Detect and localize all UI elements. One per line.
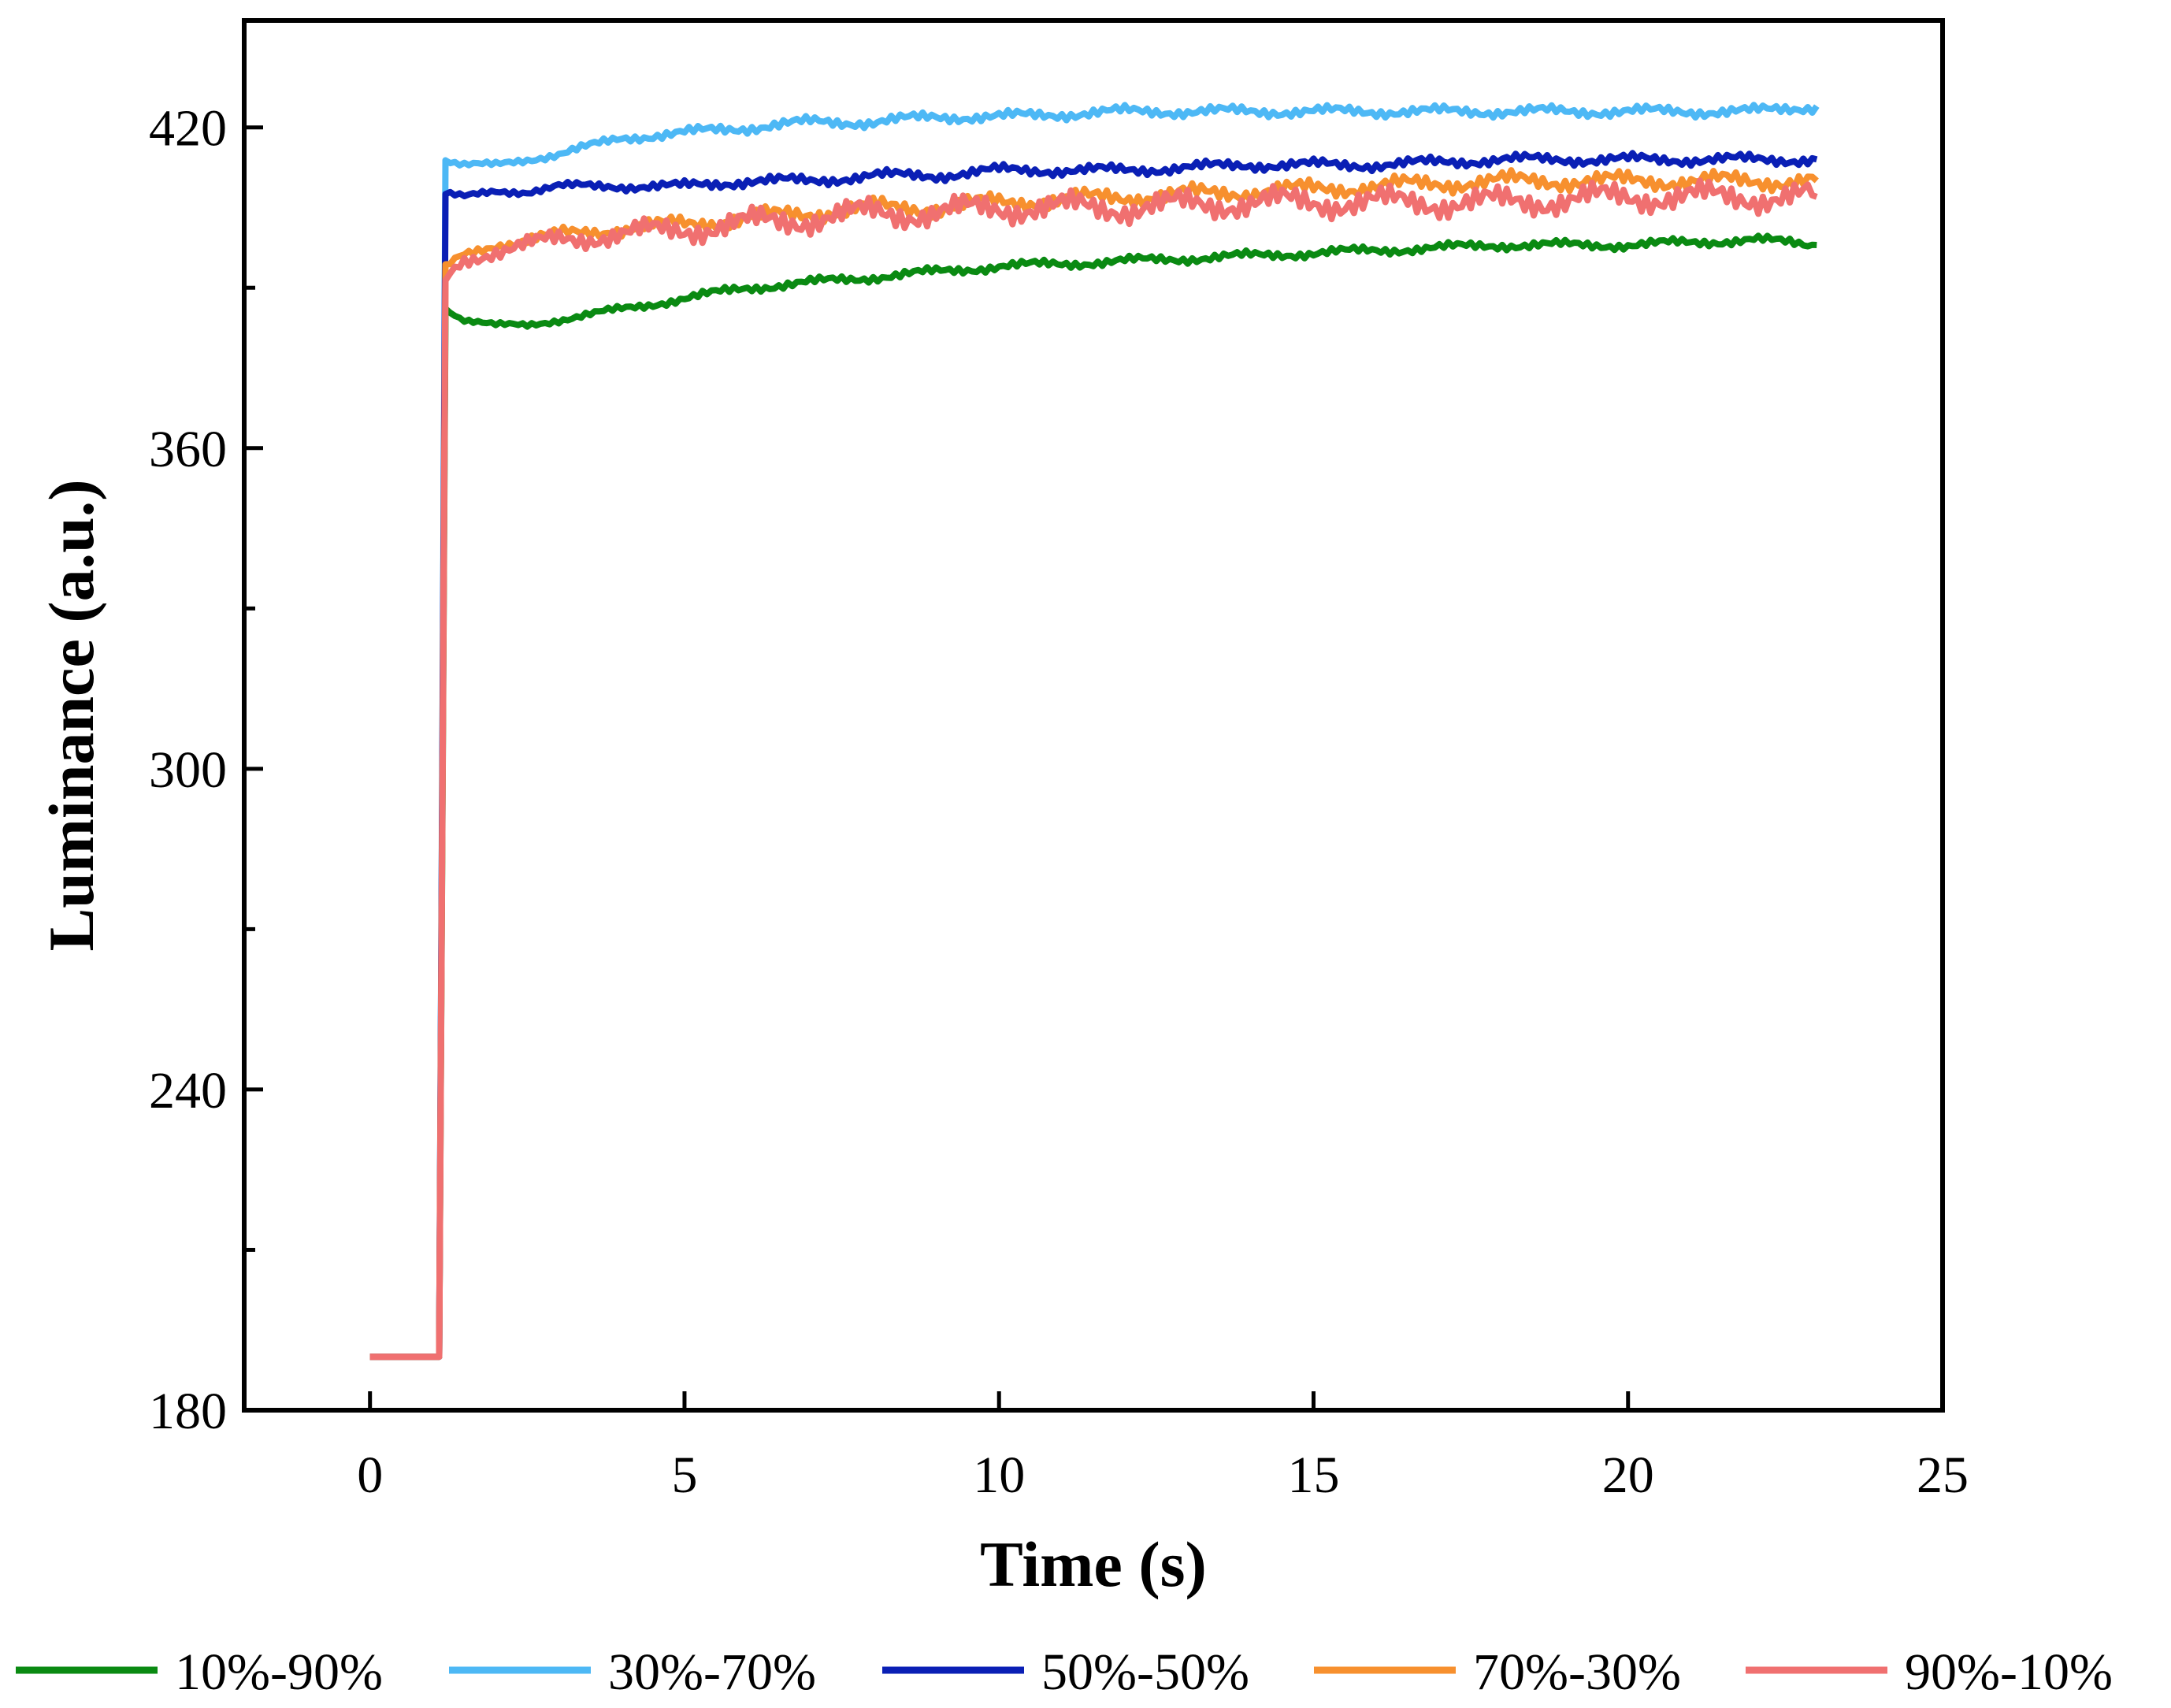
x-tick-label: 5 bbox=[671, 1446, 697, 1504]
y-tick-label: 300 bbox=[149, 741, 227, 799]
legend-label: 30%-70% bbox=[608, 1643, 816, 1701]
x-tick-label: 10 bbox=[973, 1446, 1025, 1504]
legend-label: 50%-50% bbox=[1041, 1643, 1249, 1701]
y-tick-label: 360 bbox=[149, 421, 227, 478]
legend-label: 90%-10% bbox=[1905, 1643, 2113, 1701]
y-tick-label: 240 bbox=[149, 1062, 227, 1119]
x-tick-label: 15 bbox=[1287, 1446, 1339, 1504]
y-axis-title: Luminance (a.u.) bbox=[35, 479, 107, 951]
series-layer bbox=[369, 102, 1820, 1361]
y-tick-label: 180 bbox=[149, 1383, 227, 1440]
x-axis: 0 5 10 15 20 25 bbox=[357, 1391, 1969, 1504]
series-line-30%-70% bbox=[369, 102, 1820, 1361]
x-axis-title: Time (s) bbox=[980, 1528, 1207, 1600]
x-tick-label: 0 bbox=[357, 1446, 383, 1504]
y-tick-label: 420 bbox=[149, 100, 227, 158]
series-line-10%-90% bbox=[369, 232, 1817, 1361]
series-line-90%-10% bbox=[369, 177, 1818, 1361]
legend-label: 70%-30% bbox=[1473, 1643, 1681, 1701]
legend-label: 10%-90% bbox=[175, 1643, 383, 1701]
series-line-70%-30% bbox=[369, 167, 1819, 1361]
series-line-50%-50% bbox=[369, 150, 1818, 1361]
y-axis: 180 240 300 360 420 bbox=[149, 100, 263, 1440]
plot-frame bbox=[242, 18, 1945, 1413]
x-tick-label: 25 bbox=[1917, 1446, 1969, 1504]
x-tick-label: 20 bbox=[1602, 1446, 1654, 1504]
legend: 10%-90% 30%-70% 50%-50% 70%-30% 90%-10% bbox=[16, 1643, 2113, 1701]
